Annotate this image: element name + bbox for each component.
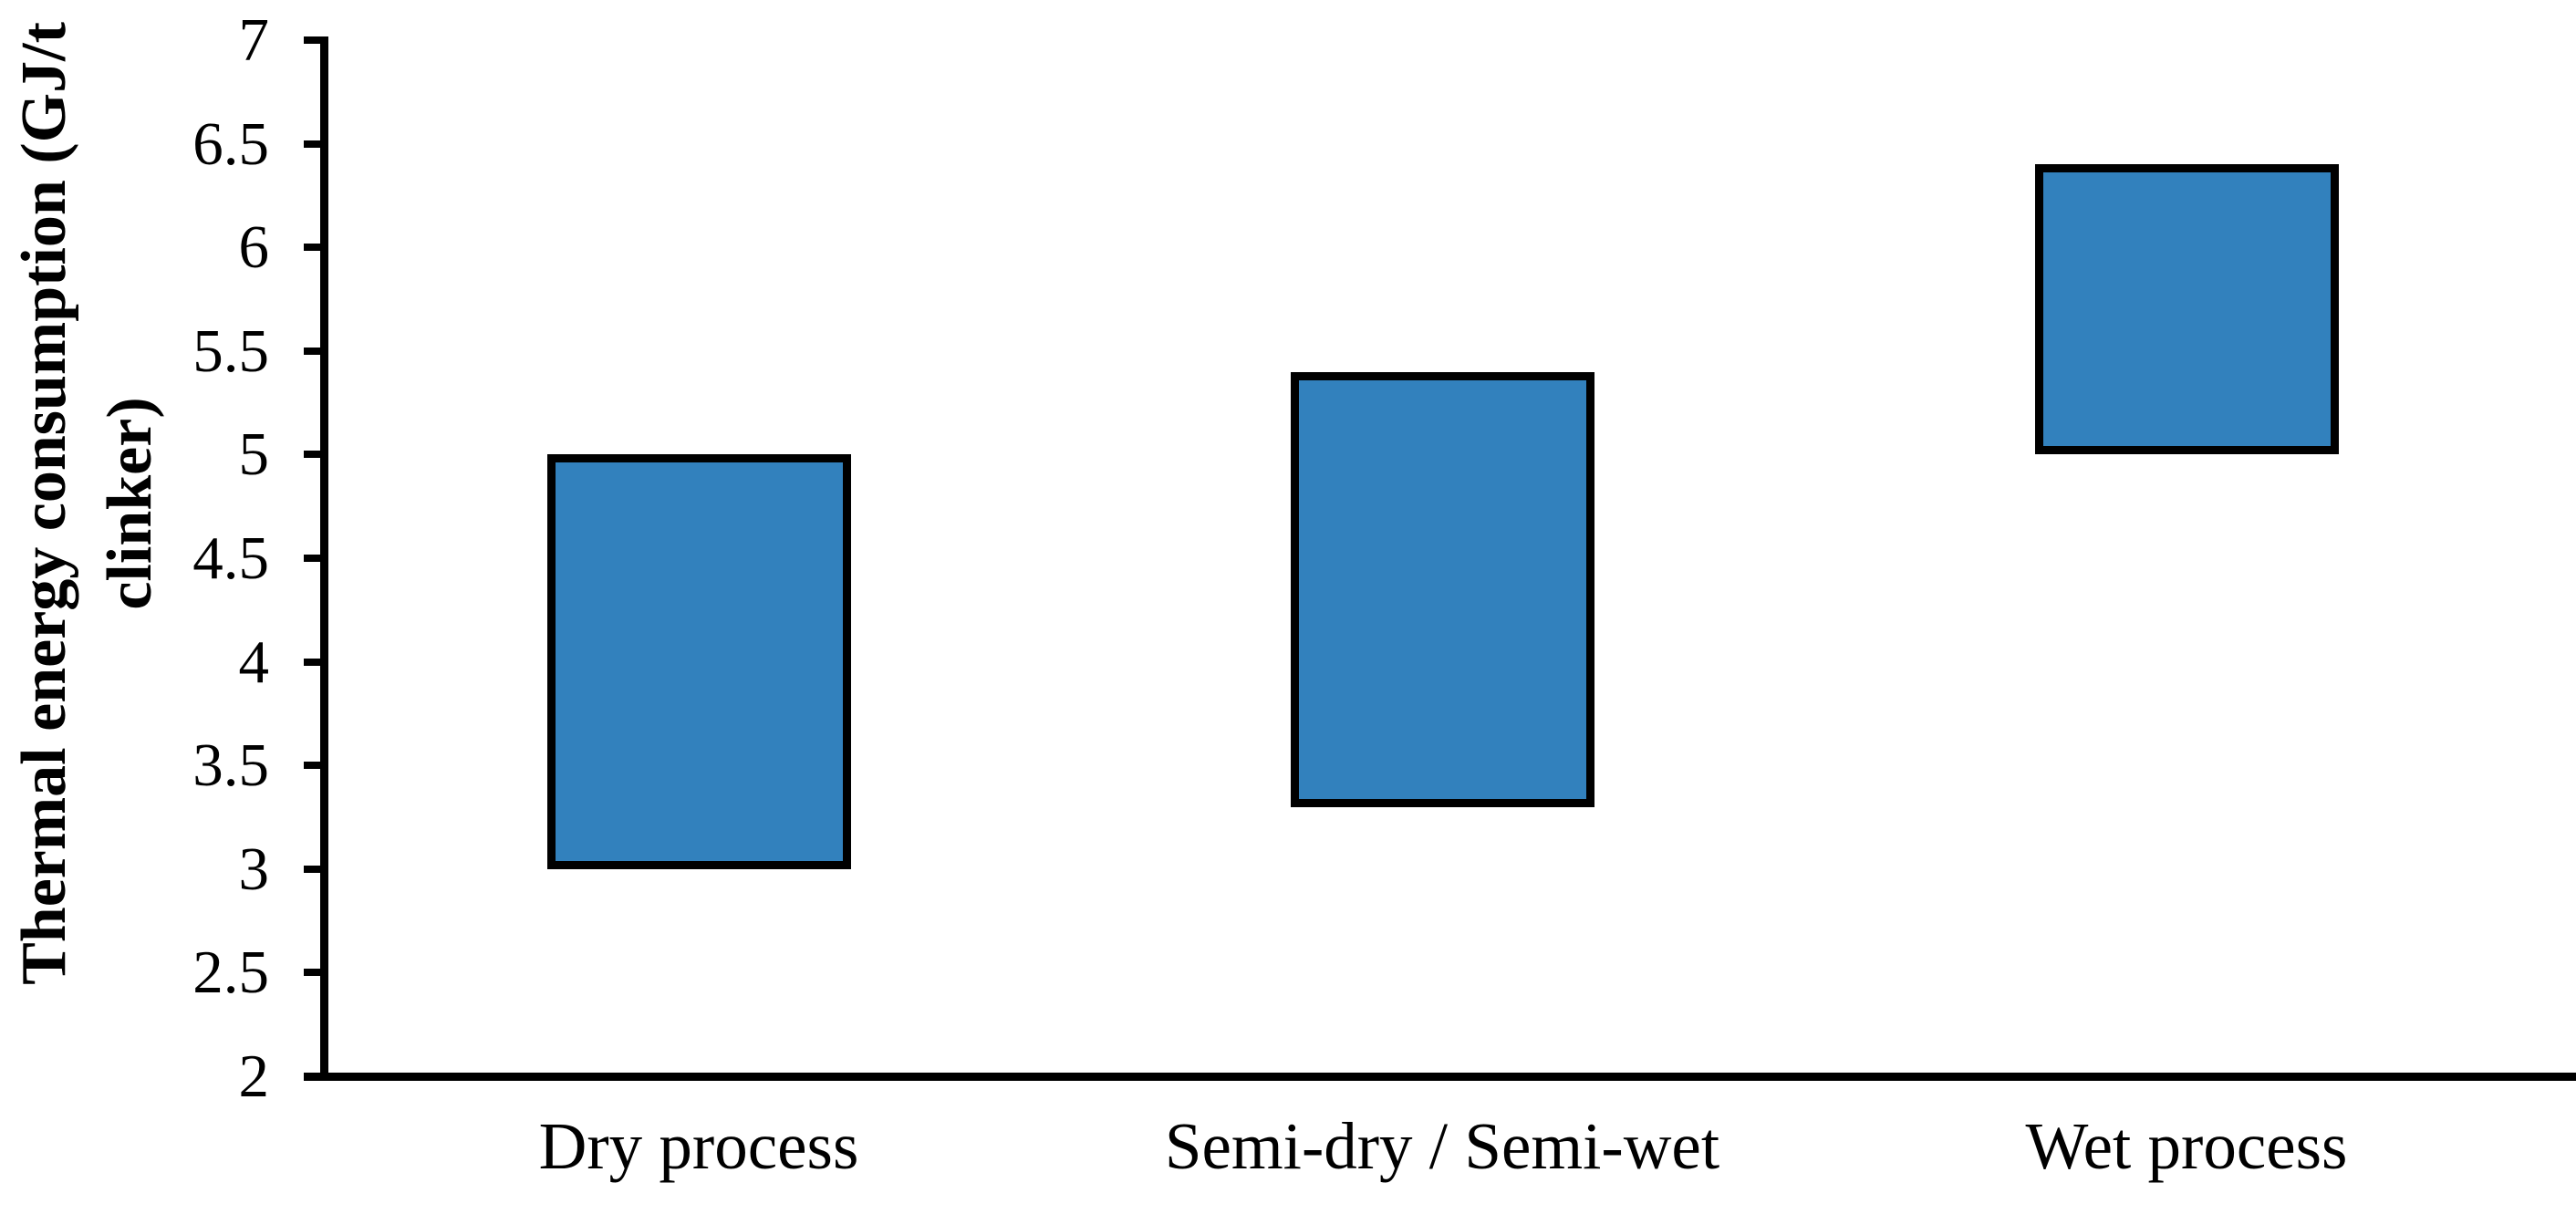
y-axis-tick: [304, 451, 328, 459]
y-axis-tick: [304, 555, 328, 562]
y-axis-tick-label: 3: [238, 835, 270, 903]
y-axis-tick: [304, 347, 328, 355]
y-axis-tick: [304, 762, 328, 770]
y-axis-tick-label: 6: [238, 213, 270, 282]
y-axis-tick: [304, 244, 328, 252]
y-axis-tick-label: 2: [238, 1043, 270, 1110]
x-category-label-semi-dry-semi-wet: Semi-dry / Semi-wet: [1164, 1109, 1720, 1183]
y-axis-tick-label: 6.5: [192, 109, 269, 178]
y-axis-tick-label: 2.5: [192, 939, 269, 1007]
y-axis-tick: [304, 36, 328, 44]
y-axis-tick-label: 7: [238, 6, 270, 74]
y-axis-tick: [304, 658, 328, 666]
x-category-label-dry-process: Dry process: [538, 1109, 859, 1183]
bar-wet-process: [2034, 164, 2339, 455]
bar-dry-process: [546, 454, 851, 869]
y-axis-tick-label: 5: [238, 420, 270, 489]
y-axis-tick: [304, 140, 328, 148]
y-axis-tick-label: 4.5: [192, 524, 269, 592]
x-axis-line: [304, 1073, 2576, 1081]
y-axis-tick: [304, 969, 328, 977]
x-category-label-wet-process: Wet process: [2025, 1109, 2348, 1183]
y-axis-tick: [304, 865, 328, 873]
y-axis-tick-label: 5.5: [192, 316, 269, 385]
y-axis-tick: [304, 1073, 328, 1080]
y-axis-tick-label: 3.5: [192, 732, 269, 800]
bar-semi-dry-semi-wet: [1290, 371, 1594, 807]
y-axis-tick-label: 4: [238, 628, 270, 696]
